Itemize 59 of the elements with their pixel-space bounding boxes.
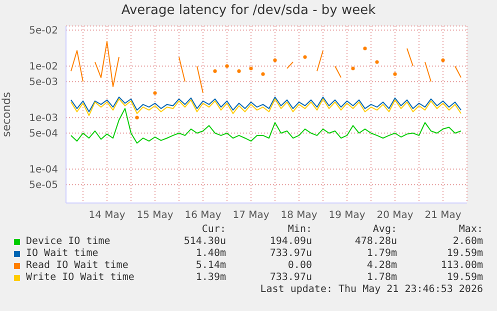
point [393,72,397,76]
point [225,64,229,68]
chart-title: Average latency for /dev/sda - by week [120,3,377,18]
text: 113.00m [440,260,483,271]
y-tick-label: 5e-04 [29,128,58,140]
x-tick-label: 16 May [184,210,222,222]
text: 4.28m [366,260,397,271]
text: Last update: Thu May 21 23:46:53 2026 [260,284,483,295]
y-axis-title: seconds [0,92,13,137]
text: 5.14m [196,260,226,271]
text: 733.97u [270,248,312,259]
line-series [70,108,462,144]
text: 478.28u [354,236,397,247]
text: 1.39m [196,272,226,283]
x-tick-label: 15 May [136,210,174,222]
text: 1.79m [366,248,397,259]
legend-label: IO Wait time [26,248,98,259]
y-tick-label: 5e-02 [29,26,58,37]
point [135,116,139,120]
text: 514.30u [184,236,226,247]
text: 2.60m [452,236,483,247]
x-tick-label: 17 May [232,210,270,222]
point [351,66,355,70]
point [375,60,379,64]
y-tick-label: 5e-03 [29,77,58,88]
point [441,58,445,62]
y-tick-label: 1e-04 [29,164,58,176]
point [249,66,253,70]
point [153,91,157,95]
legend-label: Write IO Wait time [26,272,134,283]
point [303,55,307,59]
point [363,46,367,50]
point [237,69,241,73]
point [273,58,277,62]
text: Max: [458,224,483,235]
x-tick-label: 21 May [424,210,462,222]
text: Min: [288,224,312,235]
text: 19.59m [446,272,483,283]
line-series [70,98,462,116]
y-tick-label: 1e-03 [29,113,58,124]
text: 733.97u [270,272,312,283]
x-tick-label: 19 May [328,210,366,222]
text: 0.00 [288,260,312,271]
text: 1.78m [366,272,397,283]
text: 1.40m [196,248,226,259]
x-tick-label: 20 May [376,210,414,222]
text: 19.59m [446,248,483,259]
point [261,72,265,76]
point [213,69,217,73]
text: Avg: [372,224,397,235]
x-tick-label: 14 May [88,210,126,222]
text: Cur: [202,224,226,235]
legend-label: Read IO Wait time [26,260,128,271]
y-tick-label: 1e-02 [29,62,58,73]
legend-label: Device IO time [26,236,110,247]
y-tick-label: 5e-05 [29,180,58,192]
x-tick-label: 18 May [280,210,318,222]
line-series [70,96,462,112]
text: 194.09u [270,236,312,247]
